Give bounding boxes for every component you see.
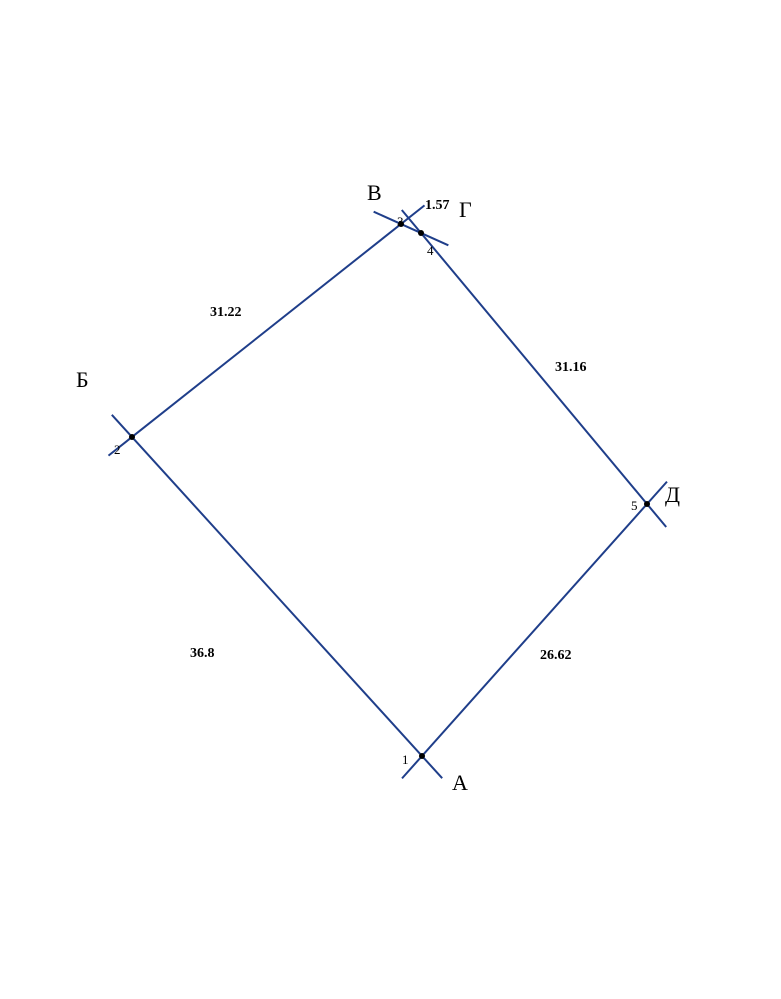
point-number-1: 1 (402, 752, 409, 768)
point-number-4: 4 (427, 243, 434, 259)
edge-4-5 (402, 210, 666, 527)
node-point-5 (644, 501, 650, 507)
edge-label-2-3: 31.22 (210, 305, 242, 321)
vertex-label-5: Д (665, 482, 680, 508)
node-point-1 (419, 753, 425, 759)
polygon-diagram (0, 0, 781, 999)
point-number-2: 2 (114, 442, 121, 458)
point-number-3: 3 (397, 214, 404, 230)
edge-label-5-1: 26.62 (540, 648, 572, 664)
edge-label-3-4: 1.57 (425, 198, 450, 214)
node-point-4 (418, 230, 424, 236)
edge-1-2 (112, 415, 442, 778)
vertex-label-4: Г (459, 197, 472, 223)
edge-2-3 (108, 205, 424, 455)
vertex-label-3: В (367, 180, 382, 206)
point-number-5: 5 (631, 498, 638, 514)
vertex-label-1: А (452, 770, 468, 796)
node-point-2 (129, 434, 135, 440)
vertex-label-2: Б (76, 367, 89, 393)
edge-label-1-2: 36.8 (190, 646, 215, 662)
edge-label-4-5: 31.16 (555, 360, 587, 376)
edge-5-1 (402, 482, 667, 779)
